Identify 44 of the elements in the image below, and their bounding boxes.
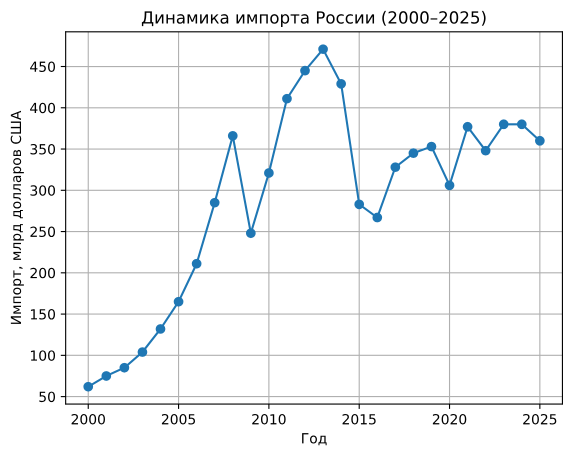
point — [480, 146, 491, 156]
y-tick-label: 150 — [30, 309, 56, 320]
point — [516, 119, 527, 130]
chart-title: Динамика импорта России (2000–2025) — [142, 10, 486, 27]
point — [390, 162, 400, 172]
point — [156, 324, 166, 334]
point — [246, 228, 256, 238]
point — [426, 142, 436, 152]
y-tick-label: 300 — [30, 185, 56, 196]
point — [228, 130, 238, 141]
point — [498, 119, 509, 130]
x-tick-label: 2005 — [162, 414, 196, 425]
x-tick-label: 2020 — [432, 414, 466, 425]
y-axis-title: Импорт, млрд долларов США — [10, 110, 24, 324]
point — [101, 371, 112, 381]
point — [408, 148, 418, 158]
point — [282, 94, 292, 104]
x-tick-label: 2010 — [252, 414, 286, 425]
x-tick-label: 2000 — [72, 414, 105, 425]
point — [336, 78, 346, 89]
point — [120, 362, 130, 373]
y-tick-label: 100 — [30, 350, 56, 361]
point — [210, 198, 220, 208]
y-tick-label: 350 — [30, 144, 56, 155]
point — [192, 258, 202, 269]
point — [318, 44, 328, 54]
point — [174, 296, 184, 307]
y-tick-label: 200 — [30, 268, 56, 278]
x-tick-label: 2025 — [523, 414, 556, 425]
point — [300, 66, 310, 76]
point — [354, 199, 364, 210]
point — [444, 180, 454, 190]
point — [83, 382, 94, 392]
y-tick-label: 50 — [39, 392, 56, 402]
x-tick-label: 2015 — [342, 414, 376, 425]
point — [534, 136, 545, 146]
point — [372, 212, 382, 222]
point — [264, 168, 274, 178]
point — [462, 122, 472, 132]
y-tick-label: 450 — [30, 61, 56, 72]
y-tick-label: 250 — [30, 226, 56, 238]
y-tick-label: 400 — [30, 102, 56, 114]
point — [138, 347, 148, 357]
x-axis-title: Год — [302, 433, 327, 446]
